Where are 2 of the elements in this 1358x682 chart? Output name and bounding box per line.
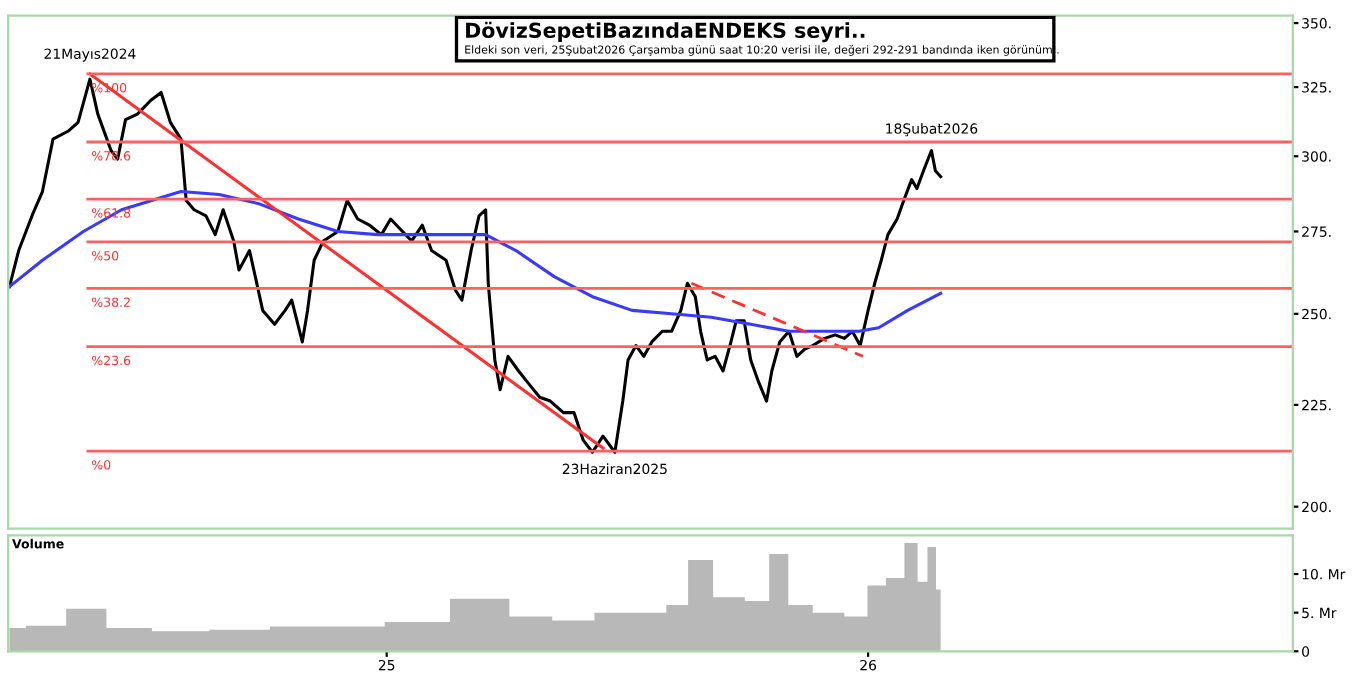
chart-title: DövizSepetiBazındaENDEKS seyri.. (466, 21, 865, 43)
line-series (8, 190, 943, 333)
